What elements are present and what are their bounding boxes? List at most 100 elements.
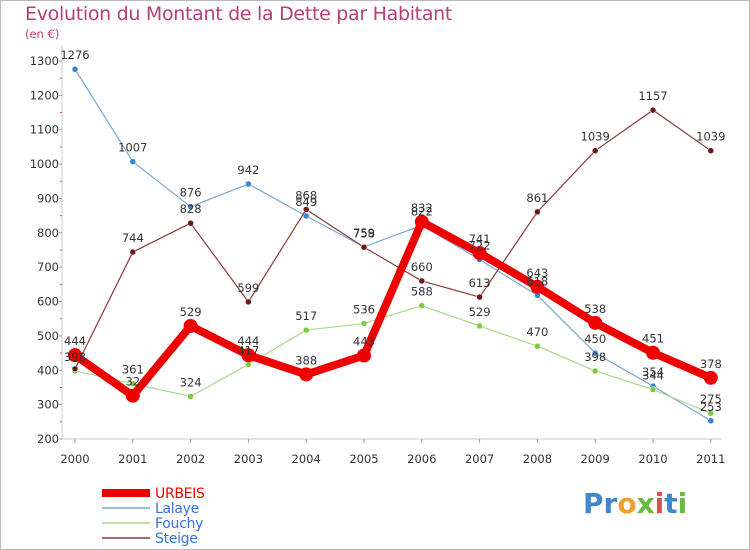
data-label-fouchy: 398 (584, 350, 606, 364)
logo-letter: o (617, 487, 637, 520)
data-point-steige (187, 219, 194, 227)
series-lalaye (71, 65, 715, 425)
data-label-lalaye: 876 (180, 186, 202, 200)
data-label-lalaye: 942 (237, 163, 259, 177)
legend-label-lalaye: Lalaye (155, 501, 199, 517)
data-point-urbeis (646, 345, 660, 360)
data-label-fouchy: 324 (180, 375, 202, 389)
chart-unit-label: (en €) (25, 27, 60, 41)
legend-label-urbeis: URBEIS (155, 486, 205, 502)
data-point-lalaye (707, 417, 715, 425)
data-point-steige (245, 298, 252, 306)
x-tick-label: 2006 (407, 452, 436, 466)
series-fouchy (71, 302, 715, 417)
data-point-lalaye (302, 212, 310, 220)
data-point-fouchy (707, 409, 715, 417)
data-point-fouchy (187, 393, 194, 400)
series-urbeis (68, 214, 718, 403)
data-label-lalaye: 450 (584, 332, 606, 346)
x-tick-label: 2011 (696, 452, 725, 466)
data-point-fouchy (534, 342, 541, 350)
data-point-urbeis (68, 348, 82, 363)
data-label-lalaye: 722 (469, 239, 491, 253)
y-tick-label: 1200 (30, 88, 59, 102)
data-label-steige: 744 (122, 231, 144, 245)
data-label-steige: 613 (469, 276, 491, 290)
data-point-steige (129, 248, 137, 256)
data-point-urbeis (414, 214, 429, 229)
series-line-urbeis (71, 217, 715, 400)
data-point-urbeis (588, 315, 603, 330)
data-label-lalaye: 354 (642, 365, 664, 379)
chart-title: Evolution du Montant de la Dette par Hab… (25, 3, 453, 25)
logo-letter: i (654, 487, 665, 520)
data-point-fouchy (591, 367, 599, 375)
data-label-urbeis: 378 (700, 357, 722, 371)
data-label-urbeis: 741 (469, 232, 491, 246)
data-point-fouchy (360, 320, 368, 327)
data-label-steige: 1157 (638, 89, 667, 103)
data-point-steige (649, 106, 657, 114)
data-label-steige: 1039 (581, 130, 610, 144)
data-label-urbeis: 451 (642, 332, 664, 346)
data-label-steige: 861 (526, 191, 548, 205)
data-label-lalaye: 253 (700, 400, 722, 414)
logo-letter: i (677, 487, 688, 520)
data-label-steige: 660 (411, 260, 433, 274)
data-label-fouchy: 529 (469, 305, 491, 319)
legend-label-steige: Steige (155, 531, 198, 547)
data-label-fouchy: 417 (237, 343, 259, 357)
data-point-steige (418, 277, 426, 285)
series-line-fouchy (74, 305, 712, 414)
data-label-urbeis: 444 (64, 334, 86, 348)
data-label-urbeis: 444 (237, 334, 259, 348)
y-tick-label: 1300 (30, 54, 59, 68)
data-label-urbeis: 832 (411, 201, 433, 215)
data-label-fouchy: 275 (700, 392, 722, 406)
data-point-steige (476, 293, 483, 301)
x-tick-label: 2003 (234, 452, 263, 466)
logo-letter: t (664, 487, 678, 520)
data-label-fouchy: 398 (64, 350, 86, 364)
data-point-lalaye (245, 180, 252, 188)
logo-letter: x (636, 487, 655, 520)
data-point-fouchy (476, 322, 483, 330)
data-point-fouchy (129, 380, 137, 387)
data-label-urbeis: 643 (526, 266, 548, 280)
data-point-urbeis (183, 318, 198, 333)
data-label-lalaye: 1276 (60, 48, 89, 62)
y-tick-label: 200 (37, 432, 59, 446)
x-tick-label: 2002 (176, 452, 205, 466)
y-tick-label: 1100 (30, 123, 59, 137)
data-point-urbeis (530, 279, 545, 294)
x-tick-label: 2004 (292, 452, 321, 466)
data-point-fouchy (649, 386, 657, 393)
data-point-fouchy (418, 302, 426, 309)
data-point-urbeis (357, 348, 371, 363)
data-point-steige (71, 365, 79, 373)
data-label-steige: 758 (353, 226, 375, 240)
x-tick-label: 2005 (349, 452, 378, 466)
data-label-fouchy: 517 (295, 309, 317, 323)
data-label-lalaye: 849 (295, 195, 317, 209)
data-point-fouchy (245, 361, 252, 368)
y-tick-label: 400 (37, 363, 59, 377)
x-tick-label: 2000 (60, 452, 89, 466)
data-point-lalaye (71, 65, 79, 73)
data-label-fouchy: 470 (526, 325, 548, 339)
data-point-lalaye (129, 158, 137, 165)
data-labels: 444 32 529 444 388 443 832 741 643 538 451 378 1276 1… (60, 48, 725, 414)
x-tick-label: 2001 (118, 452, 147, 466)
data-label-lalaye: 822 (411, 204, 433, 218)
data-label-urbeis: 443 (353, 334, 375, 348)
data-label-lalaye: 759 (353, 226, 375, 240)
series-steige (71, 106, 715, 373)
data-point-urbeis (703, 370, 718, 385)
x-tick-label: 2010 (638, 452, 667, 466)
data-point-lalaye (591, 349, 599, 357)
data-point-lalaye (187, 203, 194, 210)
data-label-fouchy: 536 (353, 303, 375, 317)
series-lines (68, 65, 718, 425)
data-label-fouchy: 344 (642, 369, 664, 383)
